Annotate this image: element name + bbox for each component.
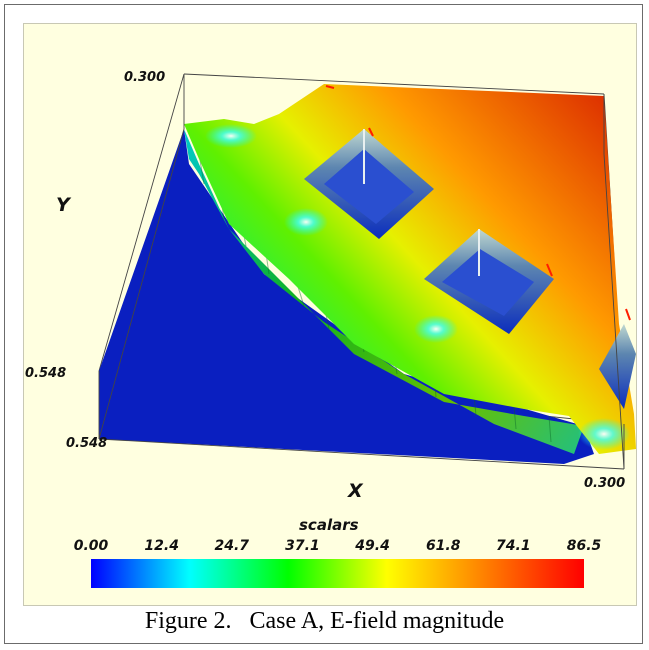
colorbar — [91, 559, 584, 588]
colorbar-tick-0: 0.00 — [73, 538, 109, 554]
x-tick-left: 0.548 — [66, 436, 108, 451]
y-tick-top: 0.300 — [124, 70, 166, 85]
y-tick-left: 0.548 — [25, 366, 67, 381]
colorbar-tick-4: 49.4 — [355, 538, 390, 554]
bounding-box-front — [98, 74, 625, 470]
colorbar-title: scalars — [299, 516, 359, 534]
visualization-panel: 0.300 0.548 0.548 0.300 Y X scalars 0.00… — [23, 23, 637, 606]
hot-spots — [205, 124, 630, 450]
x-tick-right: 0.300 — [584, 476, 626, 491]
colorbar-tick-7: 86.5 — [566, 538, 602, 554]
surface-plot — [91, 73, 636, 588]
base-plane — [99, 129, 594, 464]
y-axis-label: Y — [56, 194, 70, 216]
surface-wall — [184, 129, 584, 454]
colorbar-tick-5: 61.8 — [425, 538, 461, 554]
red-edge-accents — [325, 85, 631, 321]
pit-1 — [304, 129, 434, 239]
field-surface — [184, 84, 636, 454]
colorbar-tick-2: 24.7 — [214, 538, 250, 554]
colorbar-tick-6: 74.1 — [496, 538, 531, 554]
figure-frame: 0.300 0.548 0.548 0.300 Y X scalars 0.00… — [4, 4, 643, 644]
colorbar-tick-3: 37.1 — [285, 538, 320, 554]
pit-2 — [424, 229, 554, 334]
figure-caption: Figure 2. Case A, E-field magnitude — [144, 608, 505, 634]
x-axis-label: X — [348, 480, 363, 502]
colorbar-tick-1: 12.4 — [144, 538, 179, 554]
